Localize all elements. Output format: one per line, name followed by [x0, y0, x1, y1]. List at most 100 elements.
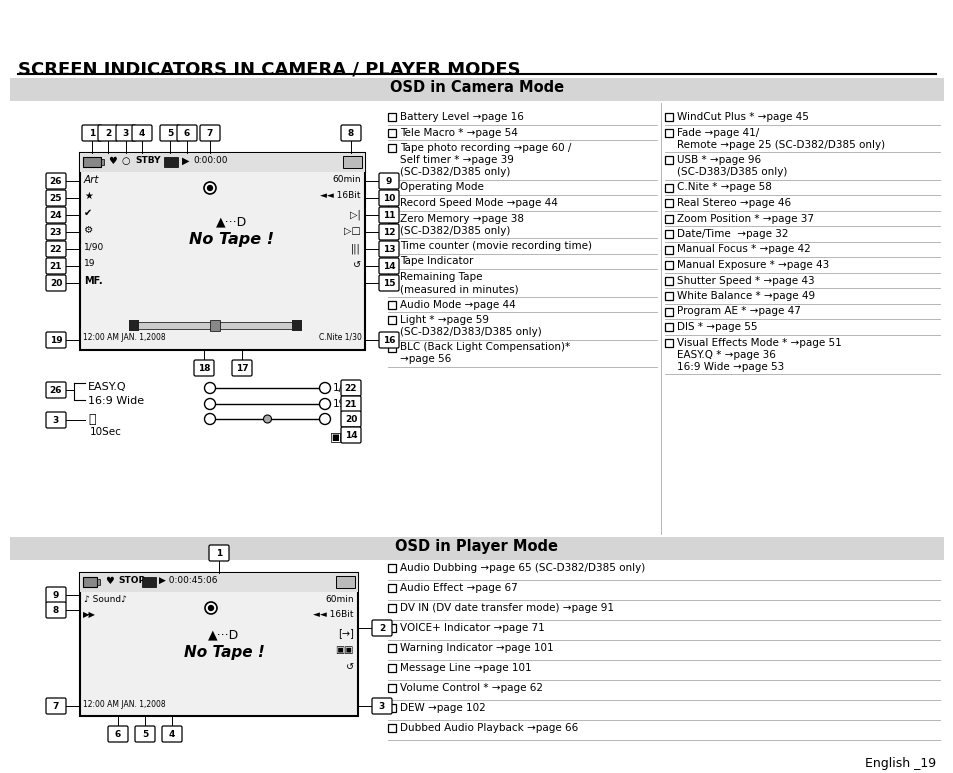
Text: 2: 2: [105, 129, 111, 138]
Text: 8: 8: [348, 129, 354, 138]
Bar: [664, 246, 672, 254]
Bar: [83, 157, 101, 167]
Text: ▣▣: ▣▣: [330, 430, 354, 443]
Text: (SC-D382/D385 only): (SC-D382/D385 only): [399, 167, 510, 177]
Text: 20: 20: [50, 279, 62, 288]
Text: OSD in Camera Mode: OSD in Camera Mode: [390, 80, 563, 95]
Text: 6: 6: [184, 129, 190, 138]
Bar: [664, 277, 672, 284]
FancyBboxPatch shape: [46, 698, 66, 714]
Circle shape: [208, 186, 213, 190]
Text: (SC-D382/D385 only): (SC-D382/D385 only): [399, 226, 510, 236]
FancyBboxPatch shape: [46, 224, 66, 240]
Text: 16:9 Wide: 16:9 Wide: [88, 396, 144, 406]
Text: MF.: MF.: [84, 276, 103, 286]
Text: →page 56: →page 56: [399, 355, 451, 365]
FancyBboxPatch shape: [177, 125, 196, 141]
Text: (SC-D382/D383/D385 only): (SC-D382/D383/D385 only): [399, 327, 541, 337]
Bar: [388, 113, 395, 121]
FancyBboxPatch shape: [46, 258, 66, 274]
Text: 7: 7: [52, 702, 59, 711]
Bar: [388, 704, 395, 712]
Text: [→]: [→]: [337, 628, 354, 638]
FancyBboxPatch shape: [378, 332, 398, 348]
FancyBboxPatch shape: [46, 173, 66, 189]
Text: 21: 21: [50, 262, 62, 271]
Bar: [664, 156, 672, 164]
Text: SCREEN INDICATORS IN CAMERA / PLAYER MODES: SCREEN INDICATORS IN CAMERA / PLAYER MOD…: [18, 60, 520, 78]
Text: ♥: ♥: [108, 156, 116, 166]
FancyBboxPatch shape: [378, 190, 398, 206]
Text: 2: 2: [378, 624, 385, 633]
Text: WindCut Plus * →page 45: WindCut Plus * →page 45: [677, 112, 808, 122]
FancyBboxPatch shape: [232, 360, 252, 376]
Bar: [10, 560, 943, 773]
Circle shape: [319, 399, 330, 410]
FancyBboxPatch shape: [340, 396, 360, 412]
Bar: [388, 664, 395, 672]
FancyBboxPatch shape: [135, 726, 154, 742]
Bar: [388, 604, 395, 612]
Bar: [664, 183, 672, 192]
Text: 7: 7: [207, 129, 213, 138]
Text: C.Nite * →page 58: C.Nite * →page 58: [677, 182, 771, 192]
FancyBboxPatch shape: [82, 125, 102, 141]
Text: No Tape !: No Tape !: [190, 232, 274, 247]
Text: 26: 26: [50, 177, 62, 186]
Bar: [388, 564, 395, 572]
Text: 16:9 Wide →page 53: 16:9 Wide →page 53: [677, 362, 783, 372]
Text: ▣▣: ▣▣: [335, 645, 354, 655]
Text: 4: 4: [169, 730, 175, 739]
FancyBboxPatch shape: [46, 382, 66, 398]
FancyBboxPatch shape: [108, 726, 128, 742]
Text: 19: 19: [333, 399, 346, 409]
Bar: [664, 261, 672, 269]
Text: ▲···D: ▲···D: [208, 628, 239, 641]
Text: 19: 19: [50, 336, 62, 345]
Circle shape: [319, 414, 330, 424]
FancyBboxPatch shape: [193, 360, 213, 376]
FancyBboxPatch shape: [46, 275, 66, 291]
Text: No Tape !: No Tape !: [183, 645, 264, 660]
Text: 19: 19: [84, 259, 95, 268]
Bar: [388, 214, 395, 223]
FancyBboxPatch shape: [209, 545, 229, 561]
Text: Tape Indicator: Tape Indicator: [399, 257, 473, 267]
Text: 3: 3: [123, 129, 129, 138]
Bar: [388, 128, 395, 137]
Text: DV IN (DV date transfer mode) →page 91: DV IN (DV date transfer mode) →page 91: [399, 603, 614, 613]
Circle shape: [204, 414, 215, 424]
Bar: [129, 320, 139, 331]
Text: ▷□: ▷□: [344, 226, 360, 236]
Text: 26: 26: [50, 386, 62, 395]
FancyBboxPatch shape: [378, 241, 398, 257]
Bar: [388, 316, 395, 324]
Text: 23: 23: [50, 228, 62, 237]
Text: 22: 22: [50, 245, 62, 254]
FancyBboxPatch shape: [378, 224, 398, 240]
Bar: [83, 577, 97, 587]
FancyBboxPatch shape: [46, 412, 66, 428]
Text: 13: 13: [382, 245, 395, 254]
Bar: [80, 573, 357, 592]
Bar: [664, 128, 672, 137]
Text: |||: |||: [351, 243, 360, 254]
Bar: [664, 339, 672, 346]
Text: 15: 15: [382, 279, 395, 288]
Text: ⏰: ⏰: [88, 413, 95, 426]
Bar: [210, 320, 220, 331]
Text: 12:00 AM JAN. 1,2008: 12:00 AM JAN. 1,2008: [83, 700, 166, 709]
FancyBboxPatch shape: [340, 411, 360, 427]
Bar: [388, 257, 395, 265]
Text: Warning Indicator →page 101: Warning Indicator →page 101: [399, 643, 553, 653]
Bar: [10, 101, 943, 536]
Bar: [388, 724, 395, 732]
Text: Visual Effects Mode * →page 51: Visual Effects Mode * →page 51: [677, 338, 841, 348]
Bar: [664, 292, 672, 300]
FancyBboxPatch shape: [378, 173, 398, 189]
Text: C.Nite 1/30: C.Nite 1/30: [319, 333, 361, 342]
Text: ▶ 0:00:45:06: ▶ 0:00:45:06: [159, 576, 217, 585]
Bar: [664, 214, 672, 223]
FancyBboxPatch shape: [46, 587, 66, 603]
Text: 1/90: 1/90: [84, 242, 104, 251]
